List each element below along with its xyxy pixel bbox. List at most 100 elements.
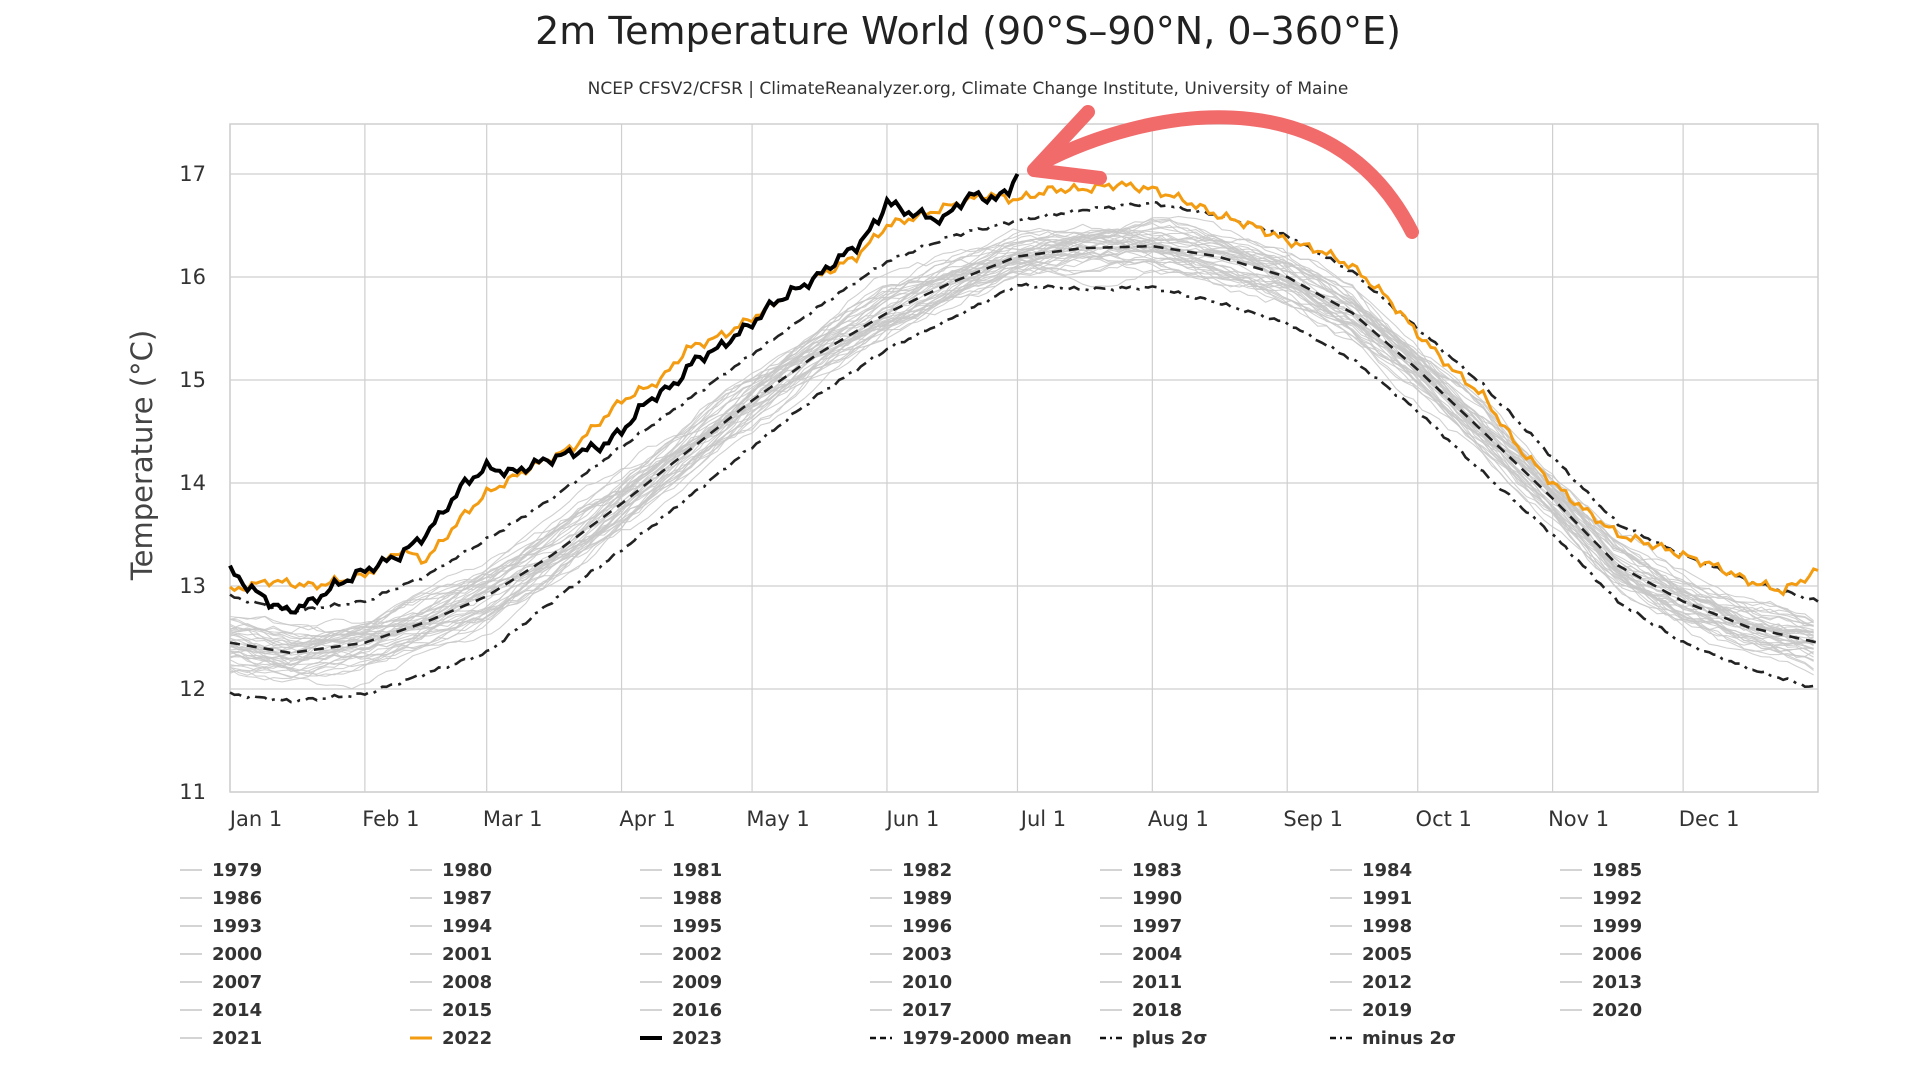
legend-item: 2017 (870, 1000, 952, 1021)
legend-item: 1979 (180, 860, 262, 881)
series-line-2023 (228, 173, 1020, 615)
x-tick-label: Jan 1 (228, 807, 282, 831)
series-line-1990 (229, 249, 1814, 673)
legend-item: 1982 (870, 860, 952, 881)
legend-item: 2022 (410, 1028, 492, 1049)
legend-item: 1984 (1330, 860, 1412, 881)
series-line-2015 (229, 227, 1814, 633)
legend-item: 1979-2000 mean (870, 1028, 1072, 1049)
legend-label: 2020 (1592, 1000, 1642, 1021)
legend-label: 1993 (212, 916, 262, 937)
legend-item: 1985 (1560, 860, 1642, 881)
legend-item: 1987 (410, 888, 492, 909)
legend-item: 2012 (1330, 972, 1412, 993)
y-tick-label: 12 (179, 677, 206, 701)
legend-label: 2013 (1592, 972, 1642, 993)
legend-label: 2003 (902, 944, 952, 965)
legend-item: 1995 (640, 916, 722, 937)
legend-label: 2015 (442, 1000, 492, 1021)
y-axis-label: Temperature (°C) (125, 330, 159, 581)
series-line-1994 (229, 241, 1814, 661)
series-line-2020 (229, 219, 1814, 642)
y-tick-label: 15 (179, 368, 206, 392)
legend-label: 2006 (1592, 944, 1642, 965)
legend-item: 1980 (410, 860, 492, 881)
legend-item: 2010 (870, 972, 952, 993)
legend-item: 2016 (640, 1000, 722, 1021)
legend-label: minus 2σ (1362, 1028, 1456, 1049)
series-line-1999 (229, 233, 1814, 662)
x-tick-label: Apr 1 (619, 807, 675, 831)
legend-label: 1996 (902, 916, 952, 937)
series-line-2021 (229, 215, 1814, 635)
series-line-1989 (229, 250, 1814, 674)
legend-item: 1992 (1560, 888, 1642, 909)
legend-item: plus 2σ (1100, 1028, 1207, 1049)
series-line-2022 (229, 180, 1819, 597)
legend-item: 1997 (1100, 916, 1182, 937)
legend-label: 2012 (1362, 972, 1412, 993)
series-line-2014 (229, 223, 1814, 634)
legend-item: 2015 (410, 1000, 492, 1021)
y-tick-label: 17 (179, 162, 206, 186)
legend-label: 2021 (212, 1028, 262, 1049)
y-tick-label: 11 (179, 780, 206, 804)
legend-item: 2005 (1330, 944, 1412, 965)
legend-label: 1979-2000 mean (902, 1028, 1072, 1049)
legend-label: 2019 (1362, 1000, 1412, 1021)
legend-item: 1989 (870, 888, 952, 909)
legend-label: 2007 (212, 972, 262, 993)
legend-item: 1994 (410, 916, 492, 937)
legend-label: 2017 (902, 1000, 952, 1021)
axis-layer: 11 12 13 14 15 16 17 Jan 1 Feb 1 Mar 1 Apr 1 May 1 J… (179, 162, 1739, 831)
legend-item: 1998 (1330, 916, 1412, 937)
legend-label: 1997 (1132, 916, 1182, 937)
legend-label: 1979 (212, 860, 262, 881)
legend-item: 2019 (1330, 1000, 1412, 1021)
legend-item: 2021 (180, 1028, 262, 1049)
x-tick-label: May 1 (746, 807, 809, 831)
legend-label: 1981 (672, 860, 722, 881)
legend-label: 2001 (442, 944, 492, 965)
series-line-1995 (229, 243, 1814, 652)
x-tick-label: Aug 1 (1148, 807, 1209, 831)
legend-label: 2014 (212, 1000, 262, 1021)
legend-label: 2000 (212, 944, 262, 965)
x-tick-label: Dec 1 (1679, 807, 1740, 831)
legend-label: 2016 (672, 1000, 722, 1021)
legend-label: 2022 (442, 1028, 492, 1049)
legend-item: 2004 (1100, 944, 1182, 965)
x-tick-label: Sep 1 (1283, 807, 1343, 831)
legend-label: 1994 (442, 916, 492, 937)
series-line-2019 (229, 228, 1814, 647)
legend-item: 1990 (1100, 888, 1182, 909)
series-line-2004 (229, 229, 1814, 655)
legend-label: 1986 (212, 888, 262, 909)
legend-item: 1986 (180, 888, 262, 909)
y-tick-label: 13 (179, 574, 206, 598)
background-years-layer (229, 215, 1814, 690)
series-line-mean (229, 244, 1819, 655)
legend-item: 1991 (1330, 888, 1412, 909)
legend-label: 1989 (902, 888, 952, 909)
arrow-shaft (1035, 110, 1419, 239)
plot-frame (229, 123, 1819, 793)
legend-label: 1982 (902, 860, 952, 881)
legend-label: 1992 (1592, 888, 1642, 909)
legend-item: 2003 (870, 944, 952, 965)
legend-label: 2023 (672, 1028, 722, 1049)
legend-item: 2011 (1100, 972, 1182, 993)
x-tick-label: Nov 1 (1548, 807, 1609, 831)
legend-label: 1988 (672, 888, 722, 909)
legend: 1979 1980 1981 1982 1983 1984 1985 1986 1987 1988… (180, 860, 1642, 1049)
legend-label: 1987 (442, 888, 492, 909)
legend-label: 2005 (1362, 944, 1412, 965)
legend-item: 2013 (1560, 972, 1642, 993)
legend-item: 2020 (1560, 1000, 1642, 1021)
x-tick-label: Oct 1 (1416, 807, 1472, 831)
legend-item: 1999 (1560, 916, 1642, 937)
legend-label: 2008 (442, 972, 492, 993)
series-line-1992 (229, 245, 1814, 661)
